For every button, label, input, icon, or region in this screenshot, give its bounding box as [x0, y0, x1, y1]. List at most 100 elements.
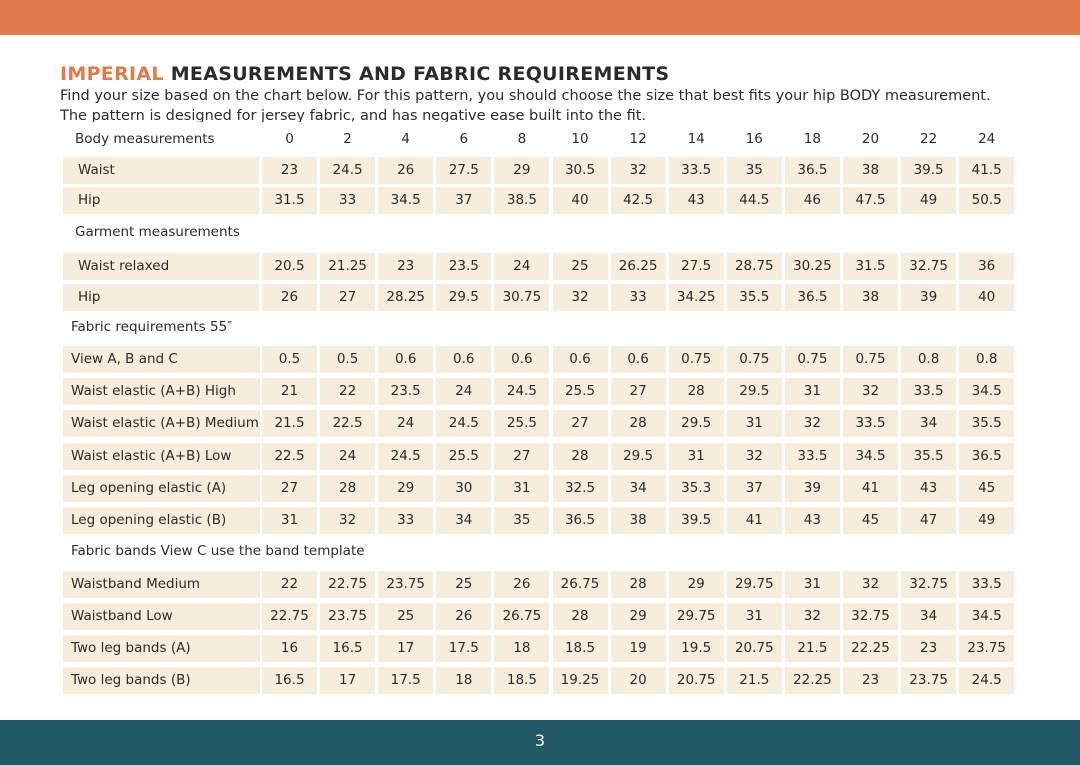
size-header: 10: [571, 131, 589, 147]
cell: 39.5: [668, 507, 724, 534]
cell: 46: [784, 187, 840, 214]
cell: 34: [610, 475, 666, 502]
cell: 32.75: [901, 571, 957, 598]
cell: 25: [436, 571, 492, 598]
row-label: Two leg bands (A): [63, 635, 260, 662]
cell: 22.75: [262, 603, 317, 630]
cell: 0.6: [436, 346, 492, 373]
cell: 39.5: [901, 157, 957, 184]
cell: 0.75: [784, 346, 840, 373]
cell: 41: [843, 475, 898, 502]
cell: 26.25: [610, 253, 666, 280]
page-number: 3: [534, 731, 546, 750]
cell: 35.5: [726, 284, 782, 311]
row-label: Waistband Medium: [63, 571, 260, 598]
cell: 21.5: [784, 635, 840, 662]
cell: 29.5: [436, 284, 492, 311]
cell: 28.75: [726, 253, 782, 280]
cell: 31: [262, 507, 317, 534]
cell: 41: [726, 507, 782, 534]
cell: 24.5: [959, 667, 1015, 694]
cell: 29.5: [726, 378, 782, 405]
cell: 33.5: [959, 571, 1015, 598]
cell: 30.5: [552, 157, 608, 184]
cell: 29: [610, 603, 666, 630]
cell: 34.5: [959, 603, 1015, 630]
intro: Find your size based on the chart below.…: [60, 88, 991, 122]
cell: 21.5: [726, 667, 782, 694]
cell: 35: [726, 157, 782, 184]
cell: 22: [320, 378, 376, 405]
cell: 36.5: [959, 443, 1015, 470]
cell: 24.5: [320, 157, 376, 184]
row-label: Waist elastic (A+B) Low: [63, 443, 260, 470]
cell: 37: [726, 475, 782, 502]
cell: 24: [494, 253, 550, 280]
cell: 31.5: [843, 253, 898, 280]
cell: 32.75: [901, 253, 957, 280]
cell: 30.75: [494, 284, 550, 311]
cell: 49: [901, 187, 957, 214]
size-header: 20: [861, 131, 880, 147]
cell: 34.5: [843, 443, 898, 470]
cell: 24: [320, 443, 376, 470]
cell: 29.75: [668, 603, 724, 630]
cell: 31: [784, 571, 840, 598]
cell: 18.5: [494, 667, 550, 694]
cell: 22.25: [843, 635, 898, 662]
cell: 36.5: [784, 284, 840, 311]
cell: 18: [494, 635, 550, 662]
cell: 17: [320, 667, 376, 694]
cell: 23: [843, 667, 898, 694]
cell: 39: [784, 475, 840, 502]
cell: 39: [901, 284, 957, 311]
cell: 26.75: [552, 571, 608, 598]
cell: 28: [610, 410, 666, 437]
cell: 31.5: [262, 187, 317, 214]
cell: 21: [262, 378, 317, 405]
size-header: 2: [343, 131, 352, 147]
cell: 33.5: [784, 443, 840, 470]
cell: 31: [494, 475, 550, 502]
title-rest: MEASUREMENTS AND FABRIC REQUIREMENTS: [170, 63, 670, 85]
cell: 19.5: [668, 635, 724, 662]
cell: 32: [726, 443, 782, 470]
cell: 0.6: [552, 346, 608, 373]
cell: 45: [843, 507, 898, 534]
cell: 33.5: [843, 410, 898, 437]
cell: 34.5: [959, 378, 1015, 405]
size-header: 8: [517, 131, 527, 147]
cell: 26.75: [494, 603, 550, 630]
cell: 47: [901, 507, 957, 534]
cell: 32.75: [843, 603, 898, 630]
cell: 25.5: [494, 410, 550, 437]
cell: 17.5: [378, 667, 434, 694]
cell: 50.5: [959, 187, 1015, 214]
cell: 24: [436, 378, 492, 405]
cell: 19: [610, 635, 666, 662]
cell: 23.75: [378, 571, 434, 598]
cell: 20: [610, 667, 666, 694]
cell: 44.5: [726, 187, 782, 214]
cell: 33.5: [901, 378, 957, 405]
cell: 32: [610, 157, 666, 184]
cell: 30.25: [784, 253, 840, 280]
cell: 34: [901, 410, 957, 437]
cell: 43: [784, 507, 840, 534]
cell: 38: [843, 157, 898, 184]
section-heading: Fabric bands View C use the band templat…: [71, 543, 365, 559]
cell: 36.5: [552, 507, 608, 534]
cell: 27: [320, 284, 376, 311]
cell: 21.5: [262, 410, 317, 437]
cell: 18: [436, 667, 492, 694]
row-label: Waist: [63, 157, 259, 184]
row-label: Waist elastic (A+B) Medium: [63, 410, 260, 437]
row-label: Waist elastic (A+B) High: [63, 378, 260, 405]
cell: 31: [668, 443, 724, 470]
title: IMPERIAL MEASUREMENTS AND FABRIC REQUIRE…: [60, 63, 669, 85]
cell: 25: [552, 253, 608, 280]
cell: 47.5: [843, 187, 898, 214]
size-header: 16: [745, 131, 763, 147]
cell: 32: [552, 284, 608, 311]
section-heading: Garment measurements: [75, 224, 240, 240]
